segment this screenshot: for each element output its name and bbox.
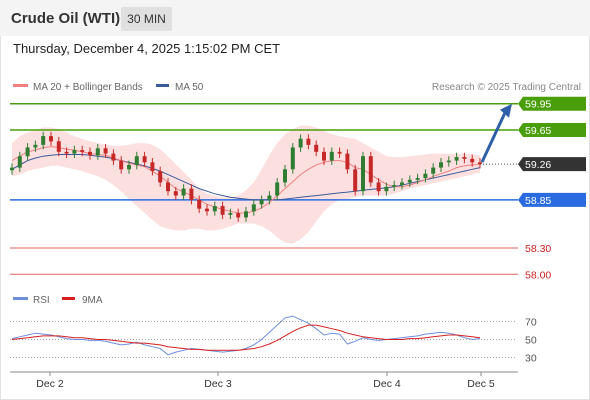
candle-body xyxy=(166,182,170,192)
candle-body xyxy=(368,156,373,183)
level-label-58.30: 58.30 xyxy=(525,243,551,255)
candle-body xyxy=(212,206,217,212)
candle-body xyxy=(25,147,30,157)
candle-body xyxy=(10,167,14,171)
candle-body xyxy=(353,169,358,192)
candle-body xyxy=(384,186,389,192)
last-price-tag xyxy=(518,157,586,172)
research-credit: Research © 2025 Trading Central xyxy=(432,82,581,93)
candle-body xyxy=(41,136,46,145)
candle-body xyxy=(446,160,451,163)
candle-body xyxy=(376,182,381,192)
candle-body xyxy=(290,147,295,170)
candle-body xyxy=(189,188,194,200)
candle-body xyxy=(119,160,124,170)
level-tag-59.65 xyxy=(518,122,586,137)
candle-body xyxy=(49,136,53,142)
header-bar: Crude Oil (WTI) 30 MIN xyxy=(0,0,590,36)
candle-body xyxy=(251,204,256,212)
candle-body xyxy=(64,151,69,154)
x-tick-label-3: Dec 5 xyxy=(467,378,495,390)
candle-body xyxy=(127,164,131,170)
timestamp: Thursday, December 4, 2025 1:15:02 PM CE… xyxy=(13,41,281,56)
level-tag-59.95 xyxy=(518,96,586,111)
last-price-label: 59.26 xyxy=(525,159,551,171)
candle-body xyxy=(392,185,397,187)
candle-body xyxy=(329,151,334,161)
candle-body xyxy=(150,162,155,172)
candle-body xyxy=(314,144,319,152)
candle-body xyxy=(322,151,326,161)
candle-body xyxy=(462,157,467,159)
level-label-58.00: 58.00 xyxy=(525,269,551,281)
ma50-legend-swatch xyxy=(156,84,169,87)
candle-body xyxy=(423,173,428,179)
candle-body xyxy=(478,162,482,165)
candle-body xyxy=(470,158,475,163)
rsi-line xyxy=(11,315,481,356)
rsi-tick-30: 30 xyxy=(525,353,537,365)
rsi-tick-50: 50 xyxy=(525,335,537,347)
candle-body xyxy=(111,153,116,161)
rsi-tick-70: 70 xyxy=(525,317,537,329)
candle-body xyxy=(298,138,303,148)
candle-body xyxy=(306,138,311,145)
candle-body xyxy=(337,151,342,154)
candle-body xyxy=(244,211,248,218)
candle-body xyxy=(267,195,272,200)
candle-body xyxy=(17,156,22,168)
rsi-ma-legend-label: 9MA xyxy=(82,295,103,306)
candle-body xyxy=(197,199,202,209)
rsi-legend-label: RSI xyxy=(33,295,50,306)
rsi-legend-swatch xyxy=(13,297,28,300)
instrument-title: Crude Oil (WTI) xyxy=(11,10,121,27)
ma20-legend-swatch xyxy=(13,84,28,87)
level-label-59.95: 59.95 xyxy=(525,99,551,111)
candle-body xyxy=(220,206,225,215)
candle-body xyxy=(103,148,108,154)
candle-body xyxy=(134,156,139,165)
projection-arrow-head xyxy=(500,103,512,118)
level-label-59.65: 59.65 xyxy=(525,125,551,137)
candle-body xyxy=(236,213,241,218)
candle-body xyxy=(431,167,436,174)
candle-body xyxy=(80,150,85,152)
x-tick-label-1: Dec 3 xyxy=(204,378,232,390)
candle-body xyxy=(158,171,163,183)
candle-body xyxy=(345,153,350,170)
candle-body xyxy=(173,191,178,196)
candle-body xyxy=(181,188,186,196)
projection-arrow-shaft xyxy=(480,112,507,163)
interval-badge[interactable]: 30 MIN xyxy=(121,7,172,31)
rsi-ma-legend-swatch xyxy=(62,297,75,300)
x-tick-label-2: Dec 4 xyxy=(373,378,401,390)
level-tag-58.85 xyxy=(518,192,586,207)
candle-body xyxy=(400,182,404,186)
x-tick-label-0: Dec 2 xyxy=(36,378,64,390)
candle-body xyxy=(228,213,233,215)
rsi-ma-line xyxy=(11,324,481,351)
candle-body xyxy=(415,178,420,180)
candle-body xyxy=(275,182,280,196)
candle-body xyxy=(88,151,92,156)
candle-body xyxy=(454,157,459,161)
ma20-legend-label: MA 20 + Bollinger Bands xyxy=(33,82,143,93)
candle-body xyxy=(407,179,412,183)
candle-body xyxy=(72,150,77,154)
candle-body xyxy=(142,156,147,163)
candle-body xyxy=(439,162,443,168)
level-label-58.85: 58.85 xyxy=(525,195,551,207)
ma50-legend-label: MA 50 xyxy=(175,82,204,93)
candle-body xyxy=(33,144,38,148)
candle-body xyxy=(56,141,61,152)
candle-body xyxy=(205,208,209,212)
candle-body xyxy=(283,169,287,183)
candle-body xyxy=(95,148,100,156)
candle-body xyxy=(361,156,365,192)
candle-body xyxy=(259,199,264,205)
